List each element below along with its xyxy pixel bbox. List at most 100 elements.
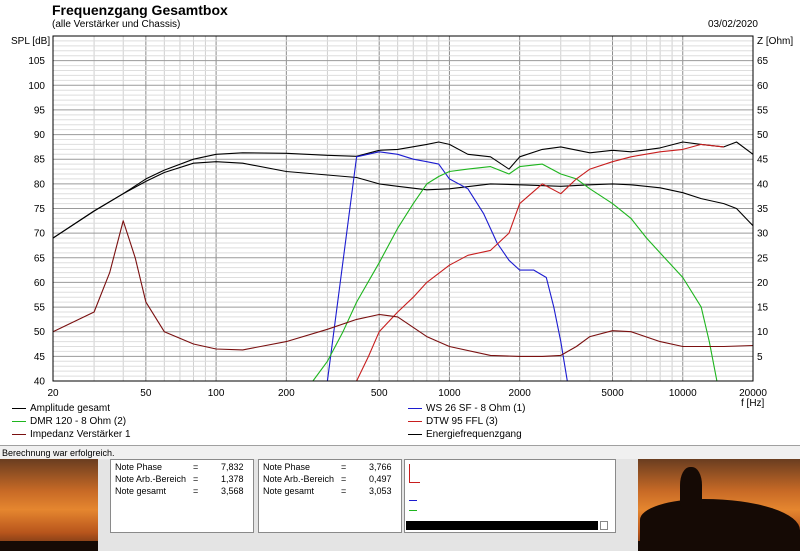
legend-item-dmr-120: DMR 120 - 8 Ohm (2): [12, 415, 126, 428]
legend-label: Energiefrequenzgang: [426, 429, 522, 440]
y-tick-label-right: 55: [757, 105, 769, 116]
y-tick-label-right: 5: [757, 352, 763, 363]
equals-sign: =: [341, 462, 347, 472]
y-tick-label-left: 100: [28, 81, 45, 92]
legend-label: Impedanz Verstärker 1: [30, 429, 131, 440]
y-tick-label-left: 75: [34, 204, 46, 215]
y-tick-label-right: 60: [757, 81, 769, 92]
y-tick-label-right: 25: [757, 253, 769, 264]
y-tick-label-left: 105: [28, 56, 45, 67]
equals-sign: =: [341, 486, 347, 496]
y-tick-label-left: 45: [34, 352, 46, 363]
note-total-value: 3,568: [221, 486, 244, 496]
series-line-2: [53, 151, 568, 382]
legend-swatch: [408, 433, 422, 435]
wallpaper-figure-silhouette: [680, 467, 702, 507]
y-axis-label-left: SPL [dB]: [11, 36, 51, 47]
x-tick-label: 2000: [509, 388, 532, 399]
mini-red-mark: [409, 464, 420, 483]
notes-panel: Note Phase = 7,832 Note Arb.-Bereich = 1…: [98, 459, 638, 551]
x-tick-label: 5000: [601, 388, 624, 399]
note-total-label: Note gesamt: [115, 486, 167, 496]
chart-series: [52, 141, 754, 382]
legend-item-ws-26-sf: WS 26 SF - 8 Ohm (1): [408, 402, 525, 415]
y-tick-label-right: 45: [757, 155, 769, 166]
y-tick-label-right: 50: [757, 130, 769, 141]
legend-item-impedanz: Impedanz Verstärker 1: [12, 428, 131, 441]
chart-subtitle: (alle Verstärker und Chassis): [52, 19, 181, 30]
notes-box-right: Note Phase = 3,766 Note Arb.-Bereich = 0…: [258, 459, 402, 533]
legend-item-energiefrequenzgang: Energiefrequenzgang: [408, 428, 522, 441]
y-tick-label-right: 35: [757, 204, 769, 215]
frequency-response-chart[interactable]: 20 50 100 200 500 1000 2000 5000 10000 20000 40 45 5…: [0, 0, 800, 402]
progress-bar: [406, 521, 598, 530]
x-tick-label: 50: [140, 388, 152, 399]
note-total-value: 3,053: [369, 486, 392, 496]
y-tick-label-left: 50: [34, 327, 46, 338]
y-tick-label-right: 20: [757, 278, 769, 289]
note-phase-value: 7,832: [221, 462, 244, 472]
series-line-4: [53, 143, 724, 382]
x-tick-label: 100: [208, 388, 225, 399]
y-tick-label-right: 10: [757, 327, 769, 338]
y-tick-label-right: 30: [757, 229, 769, 240]
legend-swatch: [12, 433, 26, 435]
y-tick-label-left: 80: [34, 179, 46, 190]
y-tick-label-left: 65: [34, 253, 46, 264]
y-axis-label-right: Z [Ohm]: [757, 36, 794, 47]
y-tick-label-left: 85: [34, 155, 46, 166]
series-line-3: [53, 163, 718, 382]
y-tick-label-left: 90: [34, 130, 46, 141]
note-total-label: Note gesamt: [263, 486, 315, 496]
legend-swatch: [12, 420, 26, 422]
equals-sign: =: [193, 474, 199, 484]
y-tick-label-left: 95: [34, 105, 46, 116]
x-tick-label: 20: [47, 388, 59, 399]
series-line-5: [52, 220, 754, 357]
y-tick-label-left: 70: [34, 229, 46, 240]
chart-tick-labels: 20 50 100 200 500 1000 2000 5000 10000 20000 40 45 5…: [28, 56, 768, 399]
x-tick-label: 200: [278, 388, 295, 399]
note-arb-value: 1,378: [221, 474, 244, 484]
equals-sign: =: [341, 474, 347, 484]
x-axis-label: f [Hz]: [741, 398, 765, 409]
legend-swatch: [408, 420, 422, 422]
x-tick-label: 20000: [739, 388, 767, 399]
legend-label: Amplitude gesamt: [30, 403, 111, 414]
legend-item-dtw-95-ffl: DTW 95 FFL (3): [408, 415, 498, 428]
mini-blue-mark: [409, 500, 417, 501]
note-phase-label: Note Phase: [263, 462, 311, 472]
y-tick-label-right: 40: [757, 179, 769, 190]
note-arb-value: 0,497: [369, 474, 392, 484]
mini-legend-panel: [404, 459, 616, 533]
legend-swatch: [12, 407, 26, 409]
chart-legend: Amplitude gesamt DMR 120 - 8 Ohm (2) Imp…: [0, 402, 800, 444]
equals-sign: =: [193, 486, 199, 496]
equals-sign: =: [193, 462, 199, 472]
y-tick-label-left: 40: [34, 377, 46, 388]
y-tick-label-left: 60: [34, 278, 46, 289]
plot-frame: [52, 35, 754, 382]
notes-box-left: Note Phase = 7,832 Note Arb.-Bereich = 1…: [110, 459, 254, 533]
y-tick-label-right: 65: [757, 56, 769, 67]
status-bar: Berechnung war erfolgreich.: [0, 445, 800, 459]
note-phase-value: 3,766: [369, 462, 392, 472]
x-tick-label: 500: [371, 388, 388, 399]
x-tick-label: 1000: [438, 388, 461, 399]
note-phase-label: Note Phase: [115, 462, 163, 472]
legend-swatch: [408, 407, 422, 409]
legend-item-amplitude-gesamt: Amplitude gesamt: [12, 402, 110, 415]
progress-bar-end: [600, 521, 608, 530]
note-arb-label: Note Arb.-Bereich: [115, 474, 187, 484]
series-line-0: [52, 141, 754, 239]
legend-label: DMR 120 - 8 Ohm (2): [30, 416, 127, 427]
y-tick-label-right: 15: [757, 303, 769, 314]
x-tick-label: 10000: [669, 388, 697, 399]
legend-label: DTW 95 FFL (3): [426, 416, 498, 427]
chart-grid: [52, 35, 754, 382]
note-arb-label: Note Arb.-Bereich: [263, 474, 335, 484]
frequency-response-window: Frequenzgang Gesamtbox (alle Verstärker …: [0, 0, 800, 444]
mini-green-mark: [409, 510, 417, 511]
chart-date: 03/02/2020: [707, 19, 758, 30]
legend-label: WS 26 SF - 8 Ohm (1): [426, 403, 526, 414]
